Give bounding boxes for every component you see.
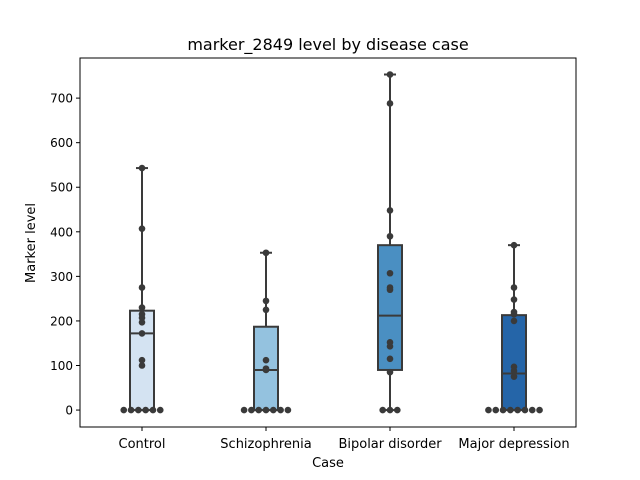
data-point — [138, 330, 146, 337]
data-point — [138, 304, 146, 311]
data-point — [386, 284, 394, 291]
data-point — [255, 406, 262, 414]
data-point — [510, 363, 518, 371]
data-point — [379, 406, 387, 414]
data-point — [510, 373, 518, 380]
box-body — [377, 244, 403, 371]
data-point — [386, 406, 394, 414]
plot-area: 0 100 200 300 400 500 600 700 Control Schizophren… — [50, 71, 570, 452]
data-point — [120, 406, 128, 414]
x-axis-label: Case — [312, 456, 344, 471]
y-tick-label: 0 — [65, 404, 73, 418]
data-point — [284, 406, 292, 414]
y-tick-label: 100 — [50, 359, 73, 373]
data-point — [142, 406, 149, 414]
data-point — [386, 269, 394, 277]
data-point — [499, 406, 507, 414]
data-point — [277, 406, 284, 414]
data-point — [138, 310, 146, 318]
data-point — [521, 406, 529, 414]
data-point — [138, 164, 146, 172]
data-point — [510, 317, 518, 325]
data-point — [138, 356, 146, 364]
data-point — [386, 71, 394, 78]
x-tick-label: Bipolar disorder — [338, 437, 442, 452]
x-tick-label: Schizophrenia — [220, 437, 311, 452]
data-point — [262, 297, 270, 305]
data-point — [514, 406, 521, 414]
data-point — [240, 406, 248, 414]
data-point — [386, 100, 394, 107]
chart-title: marker_2849 level by disease case — [187, 35, 468, 55]
data-point — [262, 406, 270, 414]
data-point — [135, 406, 142, 414]
data-point — [536, 406, 543, 414]
data-point — [507, 406, 514, 414]
data-point — [262, 249, 270, 257]
data-point — [528, 406, 536, 414]
box-schizophrenia — [253, 251, 279, 412]
data-point — [262, 365, 270, 372]
data-point — [386, 232, 394, 240]
y-tick-label: 700 — [50, 92, 73, 106]
y-tick-label: 300 — [50, 270, 73, 284]
data-point — [394, 406, 401, 414]
y-tick-label: 400 — [50, 225, 73, 239]
data-point — [138, 362, 146, 369]
data-point — [510, 308, 518, 316]
data-point — [262, 356, 270, 364]
data-point — [270, 406, 277, 414]
data-point — [510, 241, 518, 249]
y-axis-label: Marker level — [24, 203, 39, 283]
data-point — [386, 339, 394, 346]
y-tick-label: 600 — [50, 136, 73, 150]
data-point — [248, 406, 255, 414]
data-point — [127, 406, 135, 414]
data-point — [156, 406, 164, 414]
data-point — [492, 406, 500, 414]
box-major-depression — [501, 244, 527, 412]
data-point — [510, 296, 518, 303]
data-point — [386, 355, 394, 363]
data-point — [485, 406, 492, 414]
data-point — [386, 207, 394, 214]
data-point — [510, 284, 518, 291]
y-tick-label: 500 — [50, 181, 73, 195]
data-point — [138, 225, 146, 232]
data-point — [386, 368, 394, 376]
data-point — [138, 284, 146, 291]
x-tick-label: Major depression — [458, 437, 569, 452]
box-body — [501, 314, 527, 412]
y-tick-label: 200 — [50, 314, 73, 328]
data-point — [262, 306, 270, 314]
plot-frame — [79, 57, 577, 428]
data-point — [149, 406, 157, 414]
x-tick-label: Control — [119, 437, 166, 452]
